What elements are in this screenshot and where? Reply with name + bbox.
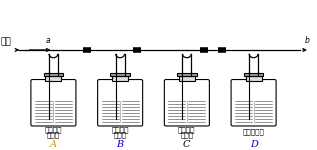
Text: 澄清石灰水: 澄清石灰水 <box>243 128 264 135</box>
Bar <box>45 76 61 81</box>
Text: 稀溶液: 稀溶液 <box>180 131 193 138</box>
Text: 浓溶液: 浓溶液 <box>113 131 127 138</box>
Text: C: C <box>183 140 191 149</box>
Text: 高锰酸钾: 高锰酸钾 <box>111 126 129 133</box>
Text: B: B <box>117 140 124 149</box>
Bar <box>111 73 130 76</box>
Bar <box>44 73 63 76</box>
Text: D: D <box>250 140 257 149</box>
FancyBboxPatch shape <box>231 80 276 126</box>
Text: a: a <box>46 36 50 45</box>
FancyBboxPatch shape <box>164 80 209 126</box>
Bar <box>179 76 195 81</box>
Text: A: A <box>50 140 57 149</box>
Bar <box>177 73 197 76</box>
Text: b: b <box>304 36 309 45</box>
FancyBboxPatch shape <box>98 80 143 126</box>
Bar <box>112 76 128 81</box>
Text: 高锰酸钾: 高锰酸钾 <box>45 126 62 133</box>
Bar <box>246 76 262 81</box>
Text: 气体: 气体 <box>1 38 12 46</box>
FancyBboxPatch shape <box>31 80 76 126</box>
Bar <box>244 73 263 76</box>
Text: 稀溶液: 稀溶液 <box>47 131 60 138</box>
Text: 高锰酸钾: 高锰酸钾 <box>178 126 196 133</box>
